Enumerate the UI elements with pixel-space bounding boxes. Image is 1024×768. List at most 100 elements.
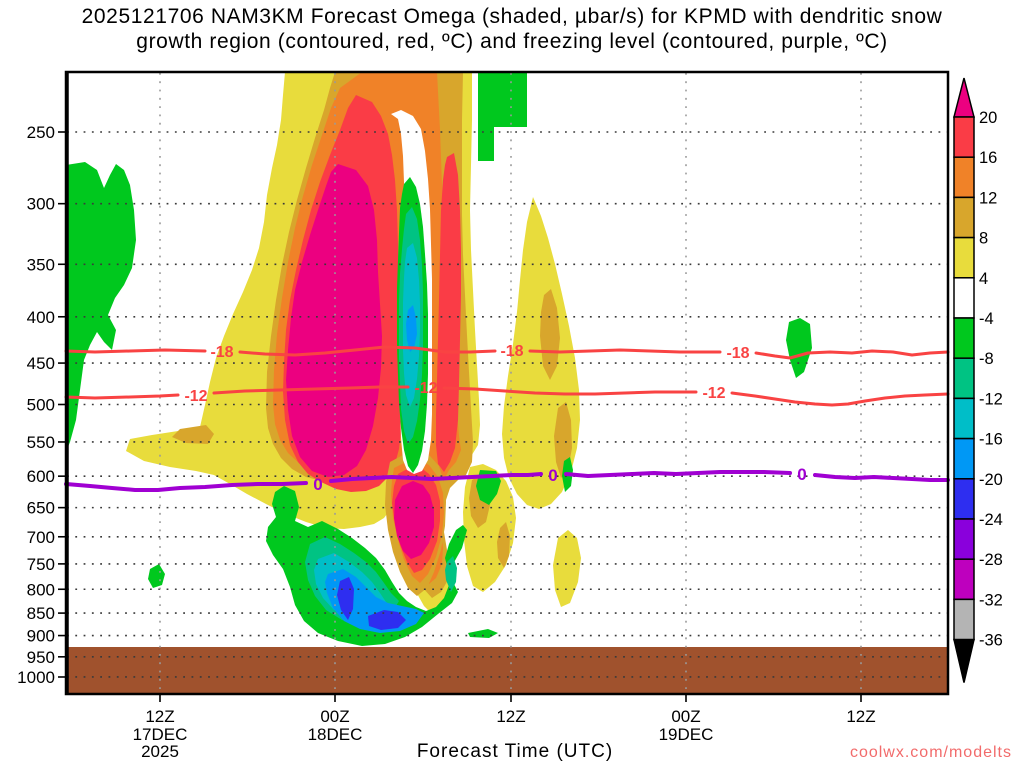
field-region-gold-flare [172,425,214,444]
y-tick-label: 600 [27,467,55,486]
colorbar-bottom-triangle [953,638,975,683]
contour-0 [813,473,950,482]
watermark: coolwx.com/modelts [849,744,1012,761]
chart-title-line1: 2025121706 NAM3KM Forecast Omega (shaded… [81,5,943,28]
colorbar-label: -36 [979,632,1003,650]
x-tick-label: 12Z [496,707,525,726]
x-tick-year: 2025 [141,742,179,761]
y-tick-label: 900 [27,627,55,646]
colorbar-segment [953,236,975,279]
x-tick-label: 00Z [320,707,349,726]
contour-0 [564,470,792,478]
colorbar-segment [953,558,975,601]
colorbar-label: 4 [979,270,988,288]
underground-terrain-band [66,647,948,694]
y-tick-label: 850 [27,604,55,623]
colorbar-label: -24 [979,511,1003,529]
field-region-magenta-core [286,164,382,477]
contour-label--18: -18 [210,344,233,361]
colorbar-segment [953,437,975,480]
field-region-small-yellow [553,530,581,607]
y-tick-label: 550 [27,433,55,452]
gridlines [67,73,947,693]
y-tick-label: 800 [27,580,55,599]
contour--18 [754,349,950,360]
colorbar-label: -16 [979,431,1003,449]
field-region-small-green-a [148,564,165,588]
colorbar-label: 16 [979,149,997,167]
contour-label--12: -12 [414,380,437,397]
colorbar-label: -8 [979,350,994,368]
contour--18 [64,348,207,354]
axes: 250 300 350 400 450 500 550 600 650 700 750 800 850 9… [17,70,950,761]
colorbar-label: -4 [979,310,994,328]
y-tick-label: 400 [27,308,55,327]
contour--12 [730,391,950,407]
x-tick-label: 00Z [671,707,700,726]
x-tick-label: 12Z [145,707,174,726]
y-tick-label: 1000 [17,668,55,687]
field-region-left-green [66,162,136,452]
colorbar-segment [953,116,975,158]
y-tick-label: 750 [27,555,55,574]
colorbar-segment [953,277,975,319]
contour-label--18: -18 [500,343,523,360]
colorbar-label: 12 [979,189,997,207]
field-region-red-right-streak [436,153,461,472]
y-tick-label: 650 [27,499,55,518]
colorbar-segment [953,397,975,440]
colorbar-segment [953,196,975,239]
contour-label--12: -12 [702,385,725,402]
colorbar-label: -20 [979,471,1003,489]
contour-0 [64,481,308,492]
y-tick-label: 250 [27,123,55,142]
contour-label--18: -18 [726,345,749,362]
contour--12 [442,386,698,396]
colorbar-segment [953,598,975,641]
contour-label-0: 0 [548,466,557,485]
y-tick-label: 450 [27,354,55,373]
x-axis-label: Forecast Time (UTC) [416,741,614,762]
y-tick-label: 700 [27,528,55,547]
y-tick-label: 950 [27,648,55,667]
y-tick-label: 350 [27,255,55,274]
contour-label-0: 0 [797,465,806,484]
x-tick-date: 17DEC [133,725,188,744]
chart-title: 2025121706 NAM3KM Forecast Omega (shaded… [0,4,1024,54]
field-region-arm-spring [445,556,457,592]
colorbar-segment [953,357,975,400]
colorbar-top-triangle [953,77,975,118]
colorbar-label: -28 [979,551,1003,569]
contour-label--12: -12 [184,388,207,405]
contour--18 [528,348,722,354]
colorbar-label: -32 [979,591,1003,609]
chart-title-line2: growth region (contoured, red, ºC) and f… [136,30,888,53]
y-tick-label: 300 [27,195,55,214]
contour--12 [212,385,410,395]
y-tick-label: 500 [27,395,55,414]
field-region-mass-blue2 [368,610,406,630]
field-region-right-green [786,318,812,378]
colorbar-label: 8 [979,230,988,248]
x-tick-date: 18DEC [308,725,363,744]
colorbar-segment [953,317,975,359]
colorbar-segment [953,518,975,560]
contour--18 [238,345,497,357]
contour-lines: -18 -18 -18 -12 -12 -12 0 0 0 [64,343,950,494]
field-region-gold-lobe2b [497,522,510,568]
field-region-gold-streak1 [540,289,560,380]
field-region-mass-blue1 [337,577,354,620]
colorbar: 20 16 12 8 4 -4 -8 -12 -16 -20 -24 -28 -32 -36 [953,77,1003,683]
field-region-lowblob-magenta [394,481,434,559]
colorbar-label: 20 [979,109,997,127]
contour-label-0: 0 [313,475,322,494]
colorbar-label: -12 [979,390,1003,408]
colorbar-segment [953,156,975,199]
field-region-small-green-c [476,470,501,505]
field-region-topcenter-green [478,72,527,161]
x-tick-label: 12Z [846,707,875,726]
x-tick-date: 19DEC [659,725,714,744]
contour--12 [64,393,180,400]
